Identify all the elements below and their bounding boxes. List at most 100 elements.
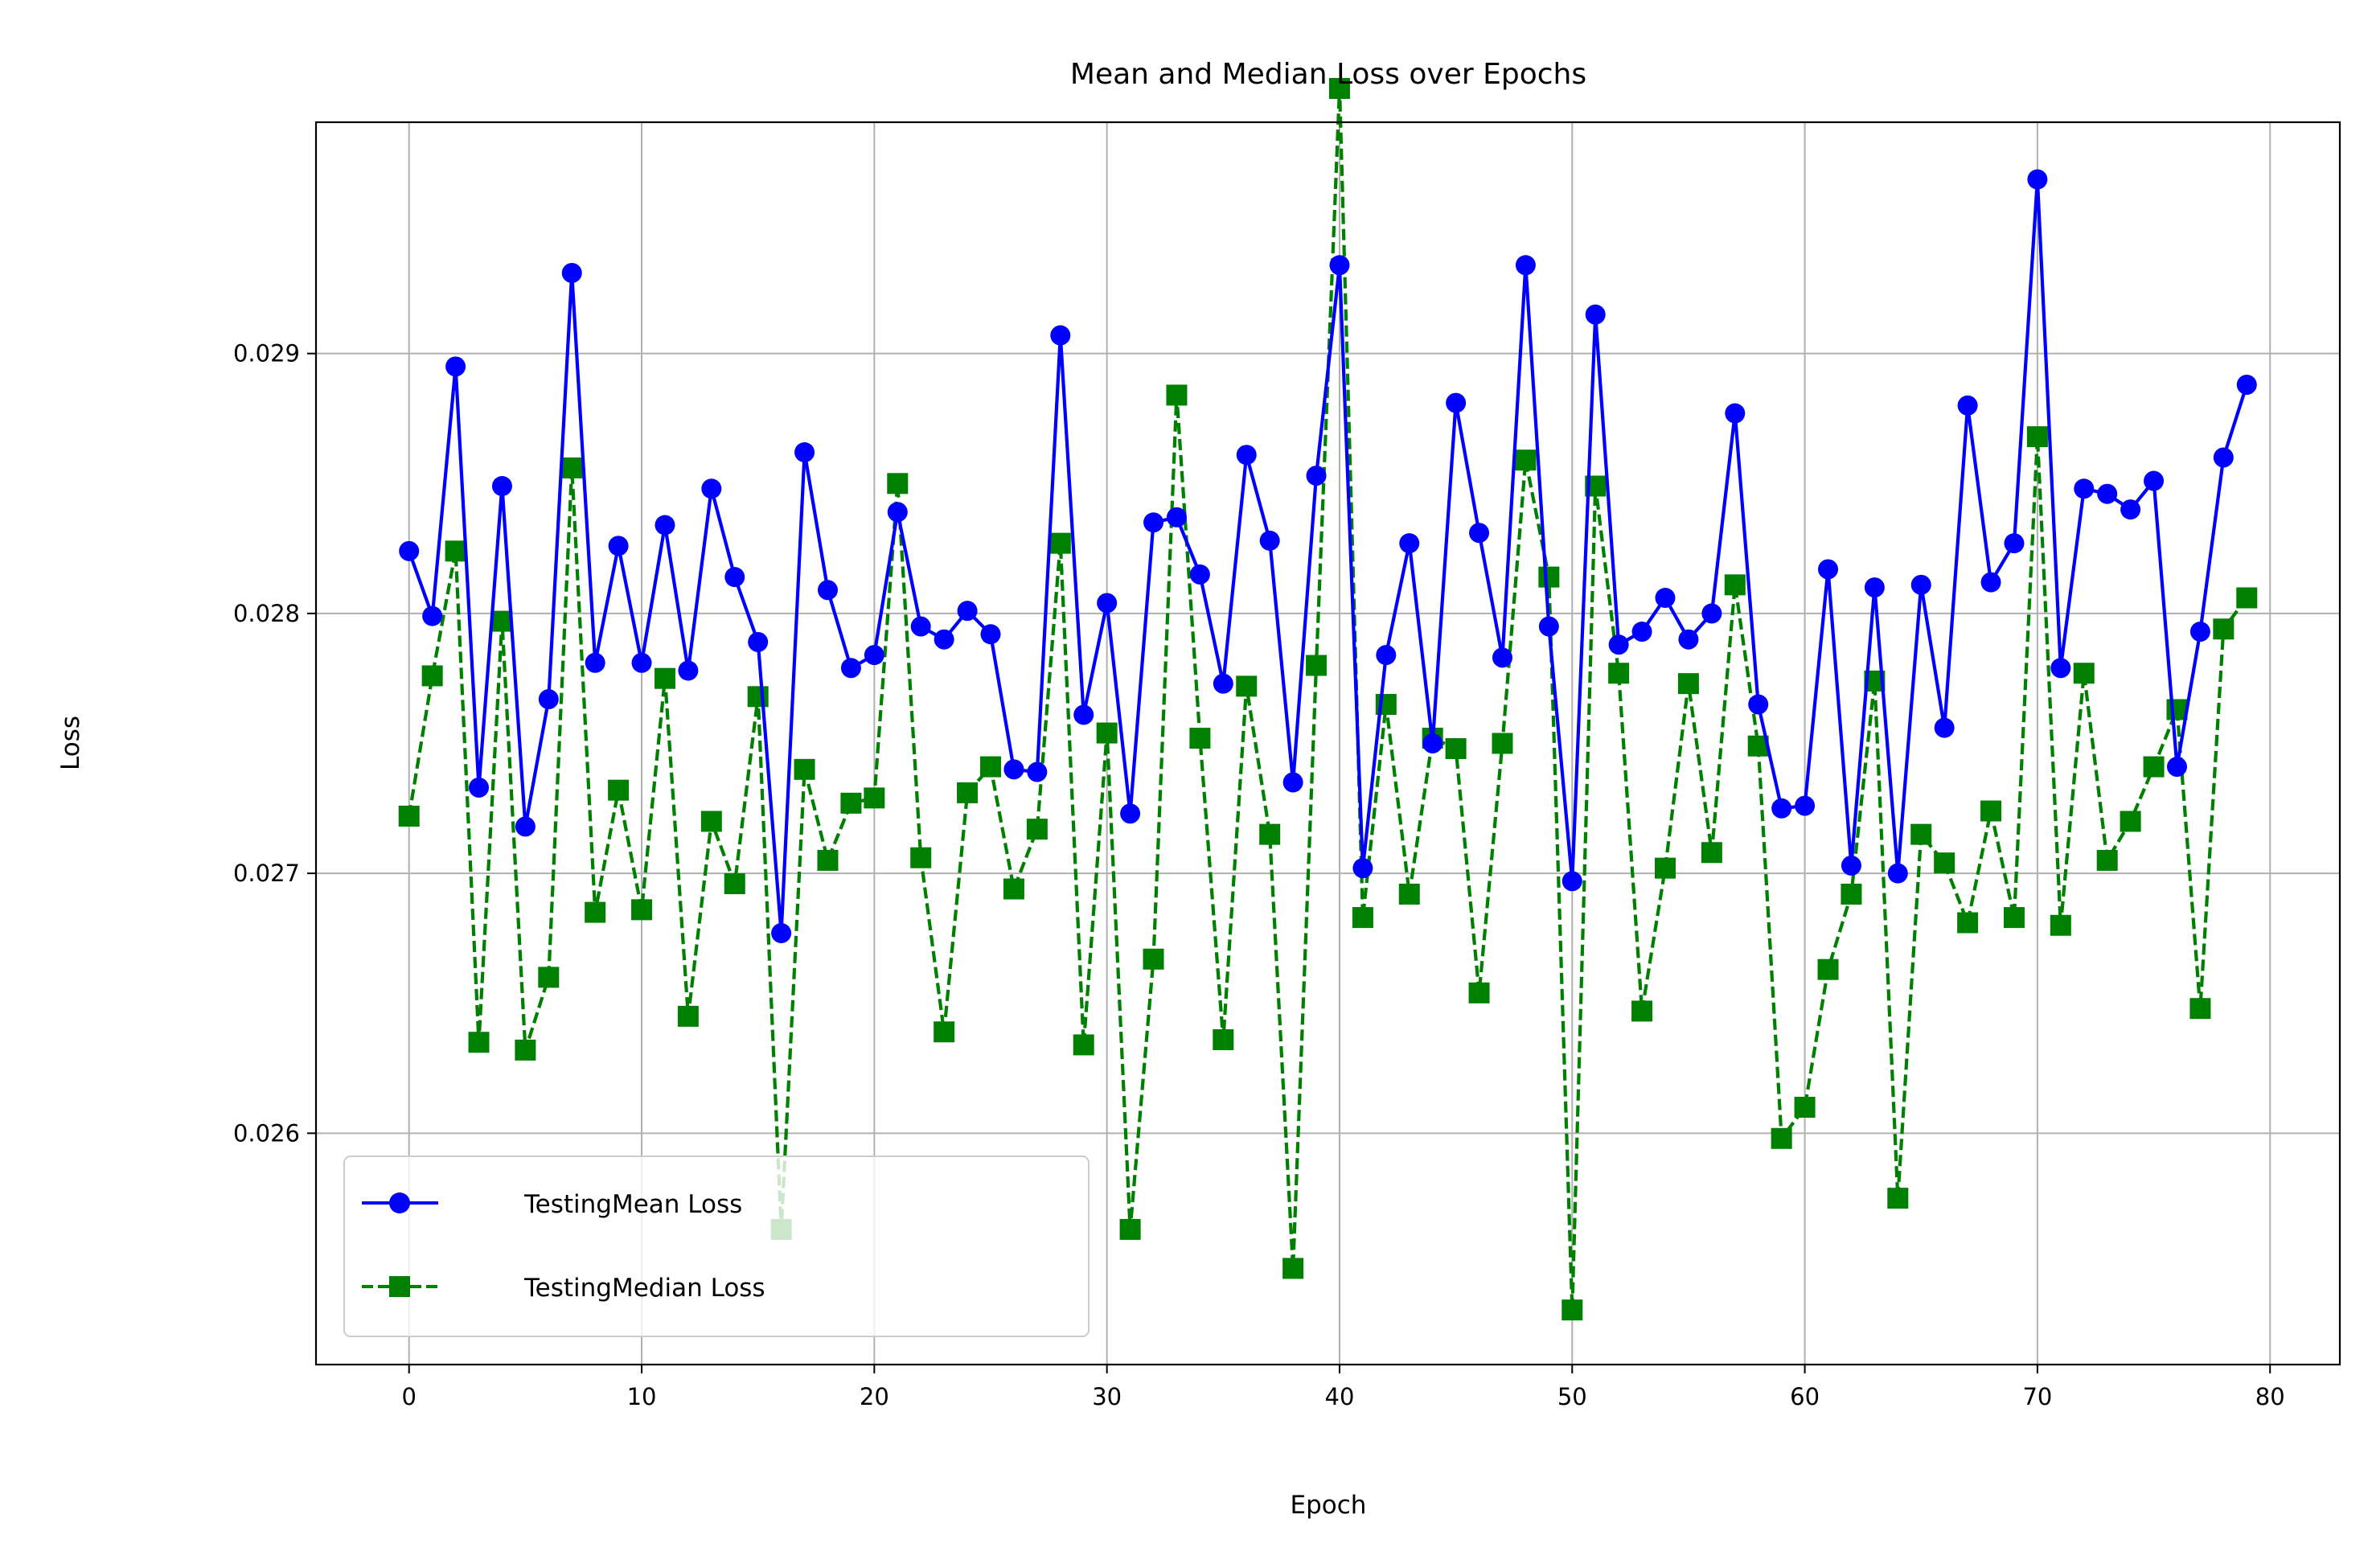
data-point [1026,819,1048,840]
data-point [840,658,861,679]
data-point [1818,559,1839,580]
data-point [1887,1188,1909,1209]
data-point [1934,852,1955,874]
data-point [934,629,954,650]
data-point [1910,574,1931,595]
data-point [1376,645,1397,666]
data-point [631,899,653,921]
y-tick-label: 0.027 [233,860,300,887]
data-point [910,847,932,868]
data-point [1096,722,1118,744]
data-point [817,580,838,601]
data-point [1934,717,1955,738]
data-point [561,262,582,283]
data-point [748,631,769,652]
data-point [1073,704,1094,725]
data-point [1213,1028,1234,1050]
data-point [887,473,909,495]
chart-title: Mean and Median Loss over Epochs [1070,58,1586,91]
legend: TestingMean Loss TestingMedian Loss [343,1155,1090,1337]
data-point [1236,445,1257,466]
data-point [1166,384,1188,406]
data-point [2074,478,2095,499]
data-point [1841,855,1861,876]
data-point [724,873,745,895]
data-point [421,665,443,687]
data-point [2120,499,2141,520]
data-point [1538,616,1559,637]
data-point [1678,629,1699,650]
data-point [980,624,1001,645]
x-tick-label: 70 [2022,1383,2052,1410]
data-point [1329,255,1350,276]
x-tick-label: 30 [1092,1383,1122,1410]
data-point [864,645,884,666]
data-point [538,689,559,710]
data-point [1631,1000,1653,1022]
legend-label-median: TestingMedian Loss [523,1274,765,1303]
data-point [1608,663,1630,684]
data-point [1864,577,1885,598]
data-point [1980,572,2001,593]
data-point [794,441,815,462]
data-point [1073,1034,1094,1056]
data-point [1143,512,1164,533]
data-point [817,849,839,871]
data-point [1468,982,1490,1004]
data-point [957,601,978,622]
data-point [1259,823,1281,845]
data-point [538,967,560,988]
data-point [1399,533,1420,554]
data-point [1957,912,1979,934]
data-point [701,478,722,499]
plot-frame [314,121,2341,1366]
legend-label-mean: TestingMean Loss [523,1190,742,1219]
series-layer [398,77,2258,1321]
data-point [2003,907,2025,929]
data-point [1561,1299,1583,1321]
legend-mean-marker [389,1192,410,1213]
series-line [407,178,2249,935]
data-point [1422,733,1443,753]
data-point [1445,737,1467,759]
data-point [1189,564,1210,585]
data-point [1189,728,1211,749]
data-point [515,1039,536,1061]
data-point [399,540,420,561]
grid-lines [316,122,2340,1365]
x-tick-label: 0 [401,1383,416,1410]
x-tick-label: 80 [2255,1383,2285,1410]
data-point [2050,658,2071,679]
data-point [2189,998,2211,1020]
data-point [1352,907,1373,929]
data-point [2189,622,2210,642]
data-point [1748,694,1769,715]
data-point [887,502,908,523]
data-point [491,476,512,497]
data-point [1980,800,2002,822]
data-point [1957,395,1978,416]
data-point [1655,857,1676,879]
data-point [794,758,815,780]
data-point [468,1032,490,1053]
data-point [2236,374,2257,395]
data-point [654,667,675,689]
data-point [864,787,885,809]
data-point [2026,426,2048,448]
data-point [1398,883,1420,905]
data-point [1119,1218,1141,1240]
data-point [655,515,675,536]
data-point [700,811,722,832]
data-point [1003,878,1024,900]
data-point [585,652,605,673]
data-point [747,686,769,708]
x-tick-label: 10 [627,1383,657,1410]
data-point [1887,863,1908,884]
data-point [1282,1258,1304,1279]
data-point [2213,618,2235,640]
data-point [1050,325,1071,346]
data-point [608,779,630,801]
legend-box [343,1155,1090,1337]
data-point [1771,798,1792,819]
data-point [445,540,466,562]
